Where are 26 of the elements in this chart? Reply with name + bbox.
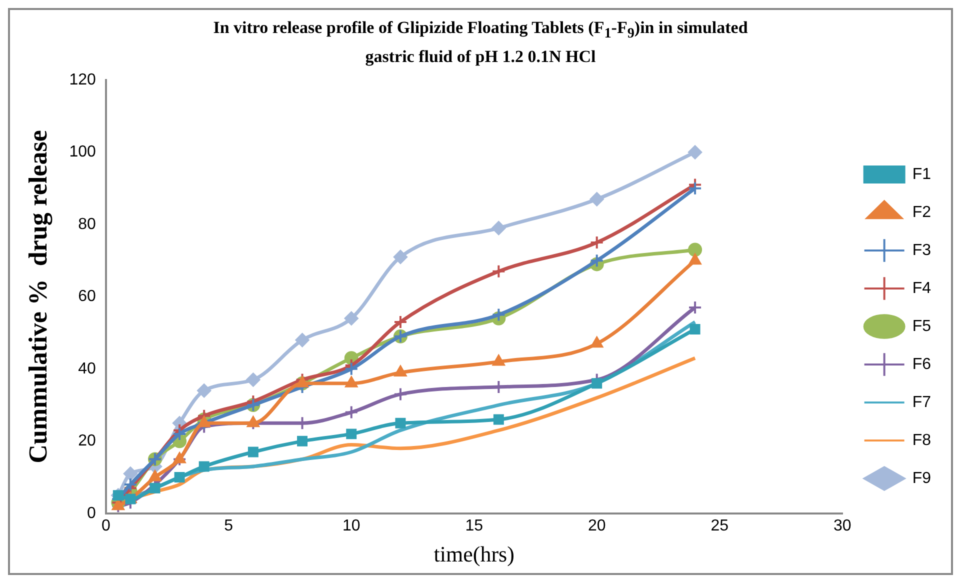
y-tick-label: 80 — [78, 216, 96, 233]
y-tick-label: 60 — [78, 288, 96, 306]
legend-label: F8 — [912, 432, 932, 449]
x-tick-label: 0 — [101, 517, 110, 534]
y-axis-title: Cummulative % drug release — [23, 130, 52, 464]
legend-label: F4 — [912, 280, 932, 297]
x-tick-label: 15 — [465, 517, 484, 534]
x-tick-label: 30 — [833, 517, 852, 534]
x-tick-label: 25 — [710, 517, 729, 534]
x-tick-label: 5 — [224, 517, 234, 534]
x-axis-title: time(hrs) — [434, 542, 514, 567]
legend-label: F9 — [912, 470, 932, 487]
legend-label: F1 — [912, 166, 932, 183]
legend-label: F7 — [912, 394, 932, 411]
legend-label: F5 — [912, 318, 932, 335]
y-tick-label: 100 — [69, 144, 96, 161]
chart-title: In vitro release profile of Glipizide Floating Tablets (F$_{1}$-F$_{9}$)in in simulated gastric fluid of pH 1.2 0.1N HCl — [213, 18, 748, 66]
y-tick-label: 40 — [78, 360, 96, 378]
y-tick-label: 120 — [69, 71, 96, 88]
legend-label: F6 — [912, 356, 932, 373]
y-tick-label: 0 — [86, 504, 96, 522]
legend-label: F3 — [912, 242, 932, 259]
x-tick-label: 10 — [342, 517, 360, 534]
y-tick-label: 20 — [78, 432, 96, 450]
legend-label: F2 — [912, 204, 932, 221]
x-tick-label: 20 — [588, 517, 606, 534]
